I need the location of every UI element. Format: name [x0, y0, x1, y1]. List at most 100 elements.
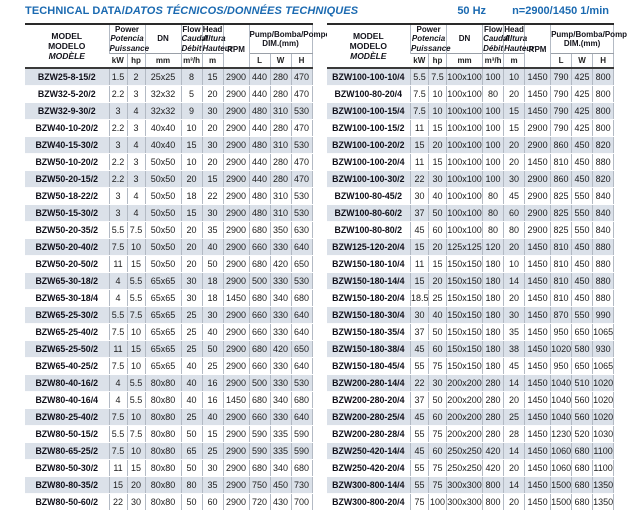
power-kw-cell: 37 [410, 204, 429, 223]
dim-h-cell: 1020 [592, 374, 614, 393]
model-cell: BZW200-280-20/4 [326, 391, 411, 410]
column-header-flow: Flow Caudal Débit [482, 24, 510, 54]
dim-l-cell: 1040 [550, 408, 572, 427]
rpm-cell: 2900 [222, 68, 250, 87]
dim-l-cell: 680 [248, 255, 271, 274]
flow-cell: 280 [482, 374, 504, 393]
head-cell: 25 [201, 357, 224, 376]
head-cell: 80 [503, 221, 525, 240]
dn-cell: 40x40 [144, 119, 182, 138]
column-header-model: MODEL MODELO MODÈLE [25, 24, 109, 69]
dn-cell: 150x150 [446, 323, 483, 342]
dim-w-cell: 450 [571, 136, 593, 155]
dim-h-cell: 730 [290, 476, 313, 495]
header-flow-es: Caudal [483, 34, 510, 44]
rpm-cell: 2900 [524, 187, 551, 206]
dim-h-cell: 820 [592, 136, 614, 155]
dn-cell: 200x200 [446, 408, 483, 427]
power-kw-cell: 4 [108, 374, 127, 393]
dn-cell: 100x100 [446, 153, 483, 172]
power-hp-cell: 20 [428, 238, 447, 257]
dim-l-cell: 480 [248, 136, 271, 155]
power-kw-cell: 7.5 [108, 323, 127, 342]
model-cell: BZW100-80-80/2 [326, 221, 411, 240]
table-row: BZW32-9-30/2 3 4 32x32 9 30 2900 480 310 530 [25, 102, 313, 121]
dim-l-cell: 660 [248, 323, 271, 342]
dn-cell: 150x150 [446, 272, 483, 291]
column-header-flow: Flow Caudal Débit [180, 24, 208, 54]
model-cell: BZW80-80-35/2 [25, 476, 109, 495]
dim-l-cell: 750 [248, 476, 271, 495]
dim-w-cell: 280 [269, 85, 292, 104]
head-cell: 35 [201, 476, 224, 495]
dn-cell: 50x50 [144, 153, 182, 172]
table-row: BZW32-5-20/2 2.2 3 32x32 5 20 2900 440 280 470 [25, 85, 313, 104]
header-power-fr: Puissance [109, 43, 150, 53]
dim-h-cell: 840 [592, 187, 614, 206]
frequency-label: 50 Hz [457, 5, 487, 17]
dim-l-cell: 870 [550, 306, 572, 325]
head-cell: 20 [201, 119, 224, 138]
column-header-rpm: RPM [222, 24, 250, 69]
power-kw-cell: 1.5 [108, 68, 127, 87]
power-kw-cell: 2.2 [108, 119, 127, 138]
flow-cell: 180 [482, 306, 504, 325]
head-cell: 20 [503, 153, 525, 172]
power-hp-cell: 3 [126, 153, 146, 172]
model-cell: BZW80-50-60/2 [25, 493, 109, 511]
table-row: BZW300-800-20/4 75 100 300x300 800 20 1450 1500… [326, 493, 614, 511]
power-hp-cell: 75 [428, 459, 447, 478]
dim-l-cell: 860 [550, 136, 572, 155]
head-cell: 20 [503, 136, 525, 155]
dim-h-cell: 880 [592, 255, 614, 274]
column-header-power: Power Potencia Puissance [108, 24, 150, 54]
table-header: MODEL MODELO MODÈLE Power Potencia Puiss… [326, 24, 627, 69]
model-cell: BZW80-25-40/2 [25, 408, 109, 427]
column-header-dimensions: Pump/Bomba/Pompe DIM.(mm) [248, 24, 330, 54]
table-row: BZW300-800-14/4 55 75 300x300 800 14 1450 1500 6… [326, 476, 614, 495]
dim-l-cell: 440 [248, 68, 271, 87]
dim-w-cell: 450 [571, 238, 593, 257]
head-cell: 50 [201, 255, 224, 274]
power-hp-cell: 7.5 [126, 306, 146, 325]
power-hp-cell: 10 [428, 85, 447, 104]
model-cell: BZW50-15-30/2 [25, 204, 109, 223]
table-row: BZW150-180-45/4 55 75 150x150 180 45 1450 950 65… [326, 357, 614, 376]
power-kw-cell: 7.5 [410, 102, 429, 121]
dim-l-cell: 790 [550, 85, 572, 104]
rpm-cell: 2900 [524, 136, 551, 155]
dn-cell: 200x200 [446, 425, 483, 444]
header-head-en: Head [504, 25, 524, 34]
dim-w-cell: 680 [571, 459, 593, 478]
dim-w-cell: 680 [571, 442, 593, 461]
dim-w-cell: 560 [571, 391, 593, 410]
header-head-es: Altura [202, 34, 226, 44]
flow-cell: 180 [482, 340, 504, 359]
power-hp-cell: 40 [428, 187, 447, 206]
flow-cell: 180 [482, 289, 504, 308]
table-row: BZW100-100-20/2 15 20 100x100 100 20 2900 860 45… [326, 136, 614, 155]
rpm-cell: 1450 [524, 68, 551, 87]
header-model-fr: MODÈLE [48, 51, 85, 62]
flow-cell: 25 [180, 323, 203, 342]
dim-h-cell: 470 [290, 85, 313, 104]
dim-w-cell: 280 [269, 119, 292, 138]
model-cell: BZW150-180-14/4 [326, 272, 411, 291]
flow-cell: 50 [180, 459, 203, 478]
header-dim-line2: DIM.(mm) [262, 39, 299, 49]
flow-cell: 15 [180, 136, 203, 155]
power-kw-cell: 2.2 [108, 170, 127, 189]
table-row: BZW200-280-20/4 37 50 200x200 280 20 1450 1040 5… [326, 391, 614, 410]
power-kw-cell: 5.5 [108, 221, 127, 240]
model-cell: BZW100-100-15/4 [326, 102, 411, 121]
dim-w-cell: 330 [269, 272, 292, 291]
head-cell: 30 [201, 459, 224, 478]
model-cell: BZW150-180-10/4 [326, 255, 411, 274]
power-kw-cell: 3 [108, 102, 127, 121]
power-kw-cell: 7.5 [108, 238, 127, 257]
dn-cell: 65x65 [144, 357, 182, 376]
flow-cell: 280 [482, 425, 504, 444]
table-row: BZW250-420-20/4 55 75 250x250 420 20 1450 1060 6… [326, 459, 614, 478]
unit-width: W [269, 53, 292, 69]
rpm-cell: 2900 [222, 221, 250, 240]
